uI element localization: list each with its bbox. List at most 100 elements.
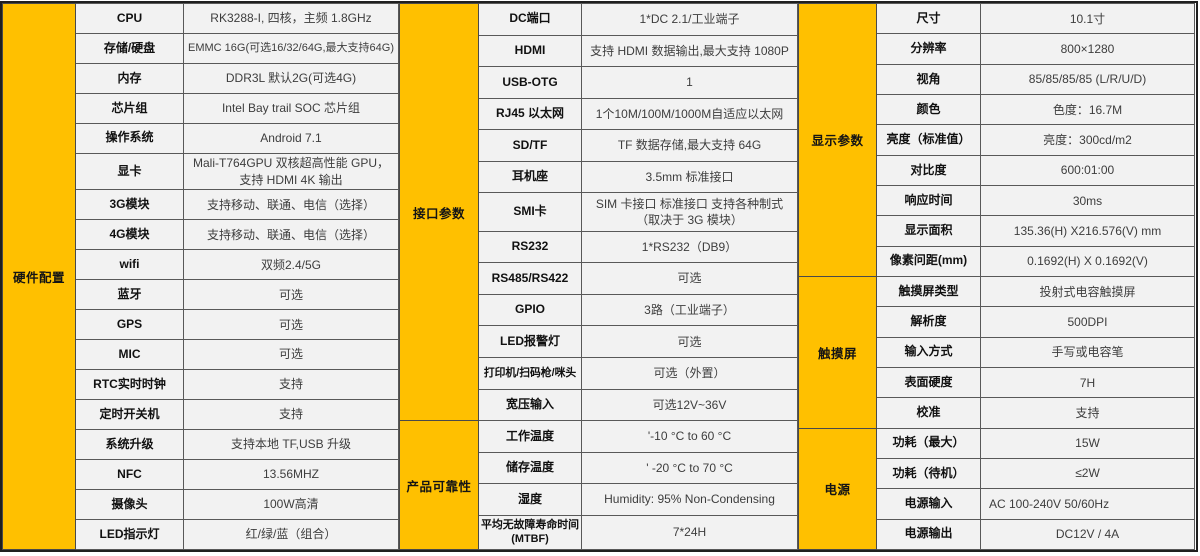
spec-value: ≤2W bbox=[980, 457, 1195, 490]
spec-value: RK3288-I, 四核，主频 1.8GHz bbox=[183, 3, 399, 34]
spec-value: Intel Bay trail SOC 芯片组 bbox=[183, 92, 399, 124]
spec-value: 支持 bbox=[183, 398, 399, 430]
spec-row: 打印机/扫码枪/咪头 可选（外置） bbox=[400, 356, 798, 390]
spec-row: RJ45 以太网 1个10M/100M/1000M自适应以太网 bbox=[400, 97, 798, 131]
spec-value: Humidity: 95% Non-Condensing bbox=[581, 483, 798, 516]
spec-row: 表面硬度 7H bbox=[799, 366, 1195, 399]
spec-label: 触摸屏类型 bbox=[876, 275, 981, 308]
spec-label: DC端口 bbox=[478, 3, 582, 36]
spec-row: USB-OTG 1 bbox=[400, 66, 798, 99]
spec-value: 可选12V~36V bbox=[581, 388, 798, 422]
spec-label: 储存温度 bbox=[478, 451, 582, 485]
spec-value: AC 100-240V 50/60Hz bbox=[980, 488, 1195, 520]
hardware-config-table: 硬件配置 CPU RK3288-I, 四核，主频 1.8GHz 存储/硬盘 EMMC 1… bbox=[2, 3, 399, 551]
spec-label: 分辨率 bbox=[876, 33, 981, 65]
spec-label: 功耗（最大） bbox=[876, 427, 981, 459]
spec-label: LED报警灯 bbox=[478, 325, 582, 358]
spec-row: 蓝牙 可选 bbox=[3, 279, 399, 311]
spec-value: 600:01:00 bbox=[980, 154, 1195, 186]
spec-label: SD/TF bbox=[478, 129, 582, 162]
spec-label: NFC bbox=[75, 458, 184, 490]
spec-value: 0.1692(H) X 0.1692(V) bbox=[980, 245, 1195, 277]
display-touch-power-table: 显示参数 尺寸 10.1寸 分辨率 800×1280 视角 85/85/85/85 (L/R… bbox=[798, 2, 1195, 551]
spec-row: GPS 可选 bbox=[3, 309, 399, 341]
spec-row: MIC 可选 bbox=[3, 339, 399, 371]
spec-label: 功耗（待机） bbox=[876, 457, 981, 490]
spec-value: 1 bbox=[581, 66, 798, 99]
spec-row: 电源 功耗（最大） 15W bbox=[798, 427, 1195, 551]
spec-label: MIC bbox=[75, 339, 184, 371]
spec-label: 颜色 bbox=[876, 93, 981, 126]
spec-row: RTC实时时钟 支持 bbox=[3, 369, 399, 400]
spec-value: 支持 HDMI 数据输出,最大支持 1080P bbox=[581, 34, 798, 68]
spec-label: 工作温度 bbox=[478, 420, 582, 453]
spec-row: HDMI 支持 HDMI 数据输出,最大支持 1080P bbox=[400, 34, 798, 68]
section-title-cell: 接口参数 bbox=[399, 2, 479, 422]
spec-label: CPU bbox=[75, 3, 184, 34]
spec-label: wifi bbox=[75, 249, 184, 281]
spec-label: 对比度 bbox=[876, 154, 981, 186]
spec-row: SMI卡 SIM 卡接口 标准接口 支持各种制式（取决于 3G 模块） bbox=[400, 192, 798, 232]
spec-label: 3G模块 bbox=[75, 189, 184, 221]
spec-label: 表面硬度 bbox=[876, 366, 981, 399]
spec-label: 宽压输入 bbox=[478, 388, 582, 422]
spec-value: 支持移动、联通、电信（选择） bbox=[183, 219, 399, 251]
spec-row: 像素问距(mm) 0.1692(H) X 0.1692(V) bbox=[799, 245, 1195, 277]
spec-row: 解析度 500DPI bbox=[799, 306, 1195, 338]
spec-label: 视角 bbox=[876, 63, 981, 95]
spec-row: 3G模块 支持移动、联通、电信（选择） bbox=[3, 189, 399, 221]
spec-value: DDR3L 默认2G(可选4G) bbox=[183, 62, 399, 94]
spec-value: 3.5mm 标准接口 bbox=[581, 160, 798, 194]
spec-value: Android 7.1 bbox=[183, 122, 399, 154]
spec-row: 系统升级 支持本地 TF,USB 升级 bbox=[3, 428, 399, 460]
spec-value: DC12V / 4A bbox=[980, 518, 1195, 551]
spec-label: USB-OTG bbox=[478, 66, 582, 99]
spec-row: LED报警灯 可选 bbox=[400, 325, 798, 358]
spec-value: '-10 °C to 60 °C bbox=[581, 420, 798, 453]
spec-label: LED指示灯 bbox=[75, 518, 184, 551]
spec-value: 1*RS232（DB9） bbox=[581, 230, 798, 264]
spec-label: 内存 bbox=[75, 62, 184, 94]
spec-row: 校准 支持 bbox=[799, 397, 1195, 429]
spec-label: RTC实时时钟 bbox=[75, 369, 184, 400]
spec-value: 可选（外置） bbox=[581, 356, 798, 390]
spec-label: 打印机/扫码枪/咪头 bbox=[478, 356, 582, 390]
spec-row: 产品可靠性 工作温度 '-10 °C to 60 °C bbox=[399, 420, 798, 550]
spec-value: 手写或电容笔 bbox=[980, 336, 1195, 368]
spec-value: 可选 bbox=[183, 309, 399, 341]
spec-value: 85/85/85/85 (L/R/U/D) bbox=[980, 63, 1195, 95]
spec-label: 电源输入 bbox=[876, 488, 981, 520]
spec-row: 内存 DDR3L 默认2G(可选4G) bbox=[3, 62, 399, 94]
spec-label: 摄像头 bbox=[75, 488, 184, 520]
spec-value: ' -20 °C to 70 °C bbox=[581, 451, 798, 485]
spec-value: 红/绿/蓝（组合） bbox=[183, 518, 399, 551]
spec-row: RS485/RS422 可选 bbox=[400, 262, 798, 295]
spec-label: 耳机座 bbox=[478, 160, 582, 194]
spec-row: 宽压输入 可选12V~36V bbox=[400, 388, 798, 422]
spec-value: 支持移动、联通、电信（选择） bbox=[183, 189, 399, 221]
spec-label: 定时开关机 bbox=[75, 398, 184, 430]
spec-value: 3路（工业端子） bbox=[581, 293, 798, 327]
spec-row: 触摸屏 触摸屏类型 投射式电容触摸屏 bbox=[798, 275, 1195, 429]
spec-value: 可选 bbox=[581, 262, 798, 295]
spec-row: 摄像头 100W高清 bbox=[3, 488, 399, 520]
spec-label: 湿度 bbox=[478, 483, 582, 516]
spec-row: 显卡 Mali-T764GPU 双核超高性能 GPU，支持 HDMI 4K 输出 bbox=[3, 152, 399, 191]
spec-label: GPS bbox=[75, 309, 184, 341]
spec-value: 色度：16.7M bbox=[980, 93, 1195, 126]
spec-label: 像素问距(mm) bbox=[876, 245, 981, 277]
spec-label: 存储/硬盘 bbox=[75, 32, 184, 64]
spec-value: Mali-T764GPU 双核超高性能 GPU，支持 HDMI 4K 输出 bbox=[183, 152, 399, 191]
spec-label: 亮度（标准值） bbox=[876, 124, 981, 156]
spec-value: 800×1280 bbox=[980, 33, 1195, 65]
interface-params-table: 接口参数 DC端口 1*DC 2.1/工业端子 HDMI 支持 HDMI 数据输出,最大… bbox=[399, 2, 798, 551]
spec-row: 分辨率 800×1280 bbox=[799, 33, 1195, 65]
spec-row: 功耗（待机） ≤2W bbox=[799, 457, 1195, 490]
spec-row: 芯片组 Intel Bay trail SOC 芯片组 bbox=[3, 92, 399, 124]
spec-label: HDMI bbox=[478, 34, 582, 68]
spec-row: 电源输出 DC12V / 4A bbox=[799, 518, 1195, 551]
spec-label: RJ45 以太网 bbox=[478, 97, 582, 131]
spec-row: 颜色 色度：16.7M bbox=[799, 93, 1195, 126]
spec-value: SIM 卡接口 标准接口 支持各种制式（取决于 3G 模块） bbox=[581, 192, 798, 232]
spec-label: 响应时间 bbox=[876, 184, 981, 217]
